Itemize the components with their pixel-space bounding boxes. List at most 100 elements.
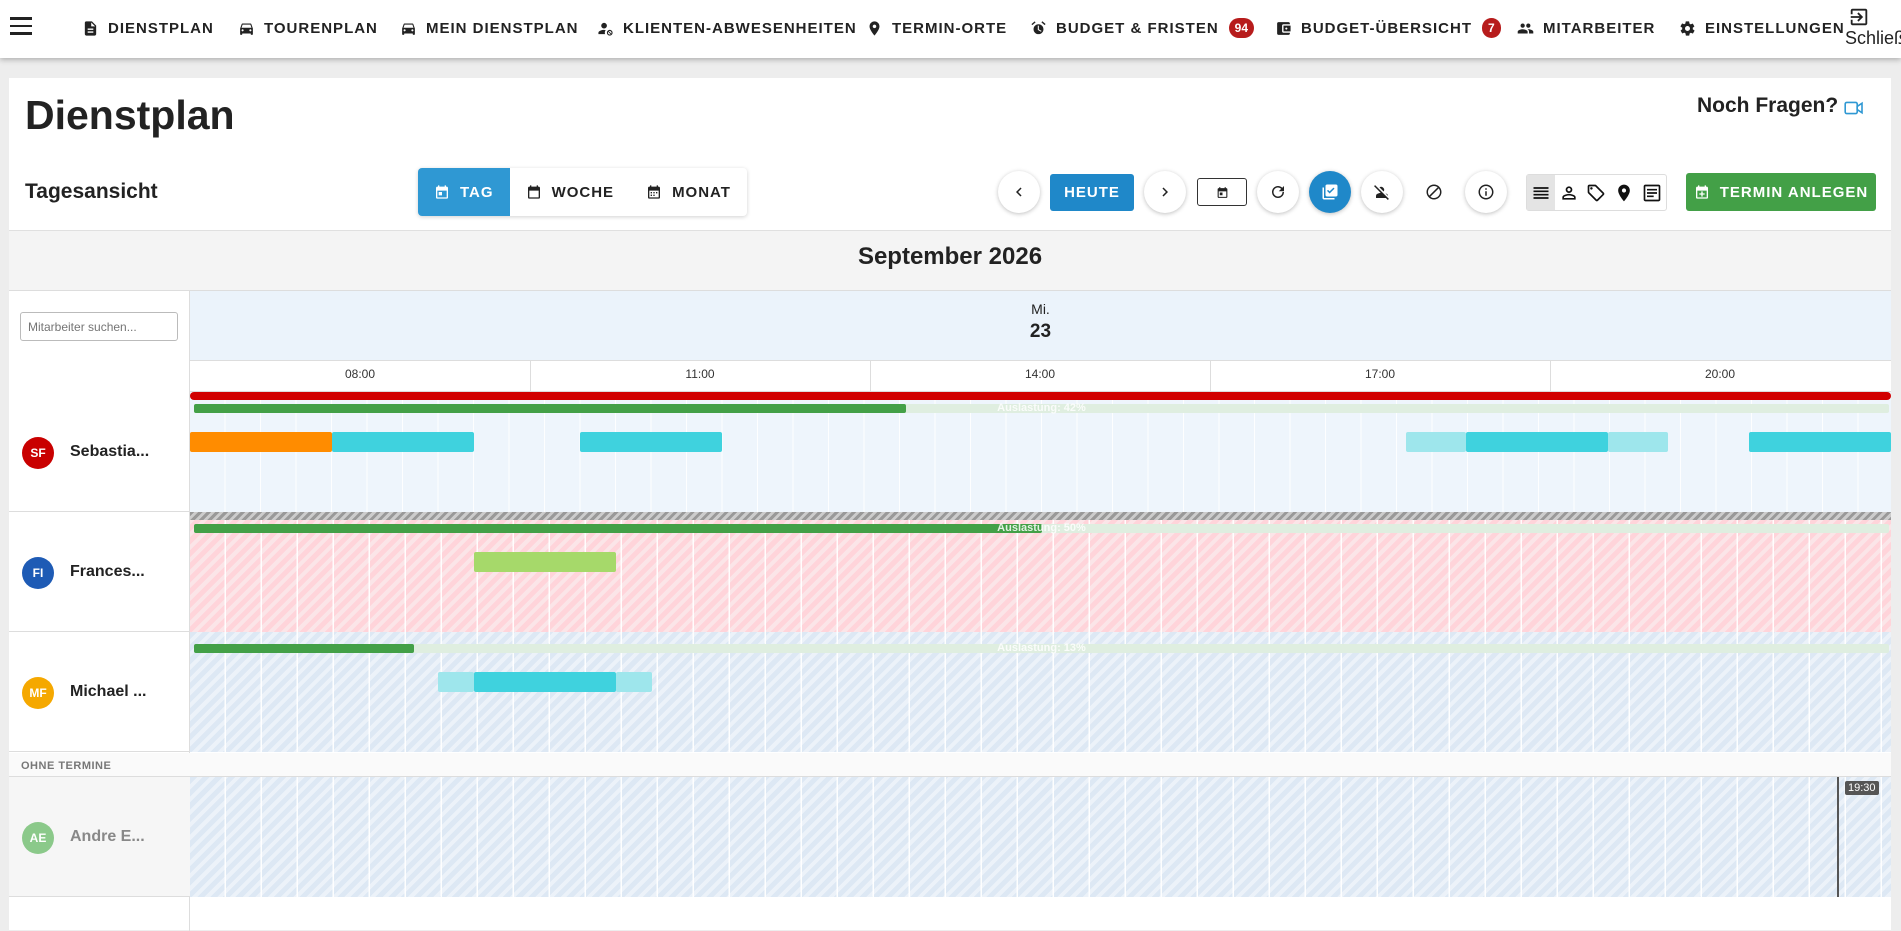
date-picker-button[interactable] (1197, 178, 1247, 206)
budget-uebersicht-badge: 7 (1482, 18, 1501, 38)
chevron-right-icon (1162, 187, 1168, 197)
tab-label: MONAT (672, 183, 731, 201)
video-icon[interactable] (1844, 100, 1864, 116)
nav-einstellungen[interactable]: EINSTELLUNGEN (1679, 0, 1845, 56)
display-options-toggle (1526, 174, 1667, 211)
chevron-left-icon (1016, 187, 1022, 197)
utilization-fill (194, 404, 906, 413)
person-icon (1562, 185, 1576, 200)
employee-search-input[interactable] (20, 312, 178, 341)
tab-month[interactable]: MONAT (630, 168, 747, 216)
display-location-button[interactable] (1610, 175, 1638, 210)
employee-timeline[interactable]: Auslastung: 13% (190, 632, 1891, 752)
tab-day[interactable]: TAG (418, 168, 510, 216)
day-of-week: Mi. (1031, 301, 1050, 317)
view-toggle: TAG WOCHE MONAT (418, 168, 747, 216)
utilization-bar: Auslastung: 50% (194, 522, 1889, 534)
nav-dienstplan[interactable]: DIENSTPLAN (82, 0, 214, 56)
nav-mein-dienstplan[interactable]: MEIN DIENSTPLAN (400, 0, 579, 56)
calendar-add-icon (1695, 185, 1708, 199)
day-number: 23 (1029, 321, 1052, 342)
location-icon (1618, 184, 1631, 201)
top-navigation: DIENSTPLAN TOURENPLAN MEIN DIENSTPLAN KL… (0, 0, 1901, 58)
over-capacity-indicator (190, 392, 1891, 400)
utilization-fill (194, 644, 415, 653)
page-title: Dienstplan (25, 92, 235, 138)
employee-name[interactable]: Michael ... (70, 683, 147, 700)
tab-week[interactable]: WOCHE (510, 168, 631, 216)
nav-termin-orte[interactable]: TERMIN-ORTE (866, 0, 1007, 56)
employee-timeline[interactable]: Auslastung: 42% (190, 392, 1891, 512)
nav-klienten-abwesenheiten[interactable]: KLIENTEN-ABWESENHEITEN (597, 0, 857, 56)
time-axis: 08:00 11:00 14:00 17:00 20:00 (190, 361, 1891, 392)
time-tick: 17:00 (1364, 367, 1396, 381)
group-icon (1517, 23, 1534, 33)
nav-tourenplan[interactable]: TOURENPLAN (238, 0, 378, 56)
nav-label: DIENSTPLAN (108, 19, 214, 37)
menu-icon[interactable] (10, 17, 32, 35)
document-icon (84, 20, 97, 36)
appointment[interactable] (1466, 432, 1608, 452)
checklist-toggle-button[interactable] (1309, 171, 1351, 213)
person-off-icon (1374, 185, 1389, 200)
block-toggle-button[interactable] (1413, 171, 1455, 213)
refresh-button[interactable] (1257, 171, 1299, 213)
next-day-button[interactable] (1144, 171, 1186, 213)
nav-mitarbeiter[interactable]: MITARBEITER (1517, 0, 1655, 56)
nav-label: BUDGET-ÜBERSICHT (1301, 19, 1473, 37)
appointment[interactable] (190, 432, 332, 452)
location-icon (869, 20, 880, 36)
calendar-icon (648, 185, 661, 199)
list-icon (1533, 186, 1549, 199)
utilization-label: Auslastung: 50% (997, 522, 1086, 534)
tag-icon (1588, 184, 1605, 201)
refresh-icon (1272, 186, 1284, 198)
section-no-appointments: OHNE TERMINE (9, 753, 1891, 777)
employee-timeline[interactable]: 19:30 (190, 777, 1891, 897)
nav-budget-fristen[interactable]: BUDGET & FRISTEN 94 (1030, 0, 1255, 56)
employee-name[interactable]: Sebastia... (70, 443, 150, 460)
time-tick: 11:00 (685, 367, 715, 381)
schedule-grid: Mi. 23 08:00 11:00 14:00 17:00 20:00 SF … (9, 290, 1891, 931)
employee-name[interactable]: Andre E... (70, 828, 145, 845)
appointment[interactable] (1749, 432, 1891, 452)
appointment-buffer (616, 672, 652, 692)
block-icon (1426, 184, 1442, 200)
utilization-bar: Auslastung: 42% (194, 402, 1889, 414)
info-button[interactable] (1465, 171, 1507, 213)
notes-icon (1643, 184, 1661, 201)
nav-label: KLIENTEN-ABWESENHEITEN (623, 19, 857, 37)
month-label: September 2026 (857, 243, 1043, 270)
appointment-buffer (1406, 432, 1466, 452)
alarm-icon (1031, 20, 1046, 34)
wallet-icon (1277, 21, 1291, 35)
nav-label: BUDGET & FRISTEN (1056, 19, 1219, 37)
avatar: SF (22, 437, 54, 469)
previous-day-button[interactable] (998, 171, 1040, 213)
create-appointment-button[interactable]: TERMIN ANLEGEN (1686, 173, 1876, 211)
time-separator (1550, 361, 1551, 392)
absence-toggle-button[interactable] (1361, 171, 1403, 213)
utilization-label: Auslastung: 42% (997, 402, 1086, 414)
display-person-button[interactable] (1555, 175, 1583, 210)
display-tag-button[interactable] (1583, 175, 1611, 210)
appointment[interactable] (580, 432, 722, 452)
nav-budget-uebersicht[interactable]: BUDGET-ÜBERSICHT 7 (1275, 0, 1501, 56)
appointment[interactable] (332, 432, 474, 452)
display-notes-button[interactable] (1638, 175, 1666, 210)
appointment[interactable] (474, 672, 616, 692)
gear-icon (1680, 20, 1695, 36)
today-button[interactable]: HEUTE (1050, 174, 1134, 211)
logout-icon (1850, 8, 1868, 26)
nav-label: EINSTELLUNGEN (1705, 19, 1845, 37)
appointment[interactable] (474, 552, 616, 572)
help-link[interactable]: Noch Fragen? (1697, 94, 1839, 117)
day-header: Mi. 23 (190, 291, 1891, 361)
employee-name[interactable]: Frances... (70, 563, 145, 580)
close-button[interactable]: Schließen (1845, 6, 1901, 49)
time-separator (1210, 361, 1211, 392)
view-title: Tagesansicht (25, 180, 158, 203)
display-list-button[interactable] (1527, 175, 1555, 210)
avatar: MF (22, 677, 54, 709)
employee-timeline[interactable]: Auslastung: 50% (190, 512, 1891, 632)
